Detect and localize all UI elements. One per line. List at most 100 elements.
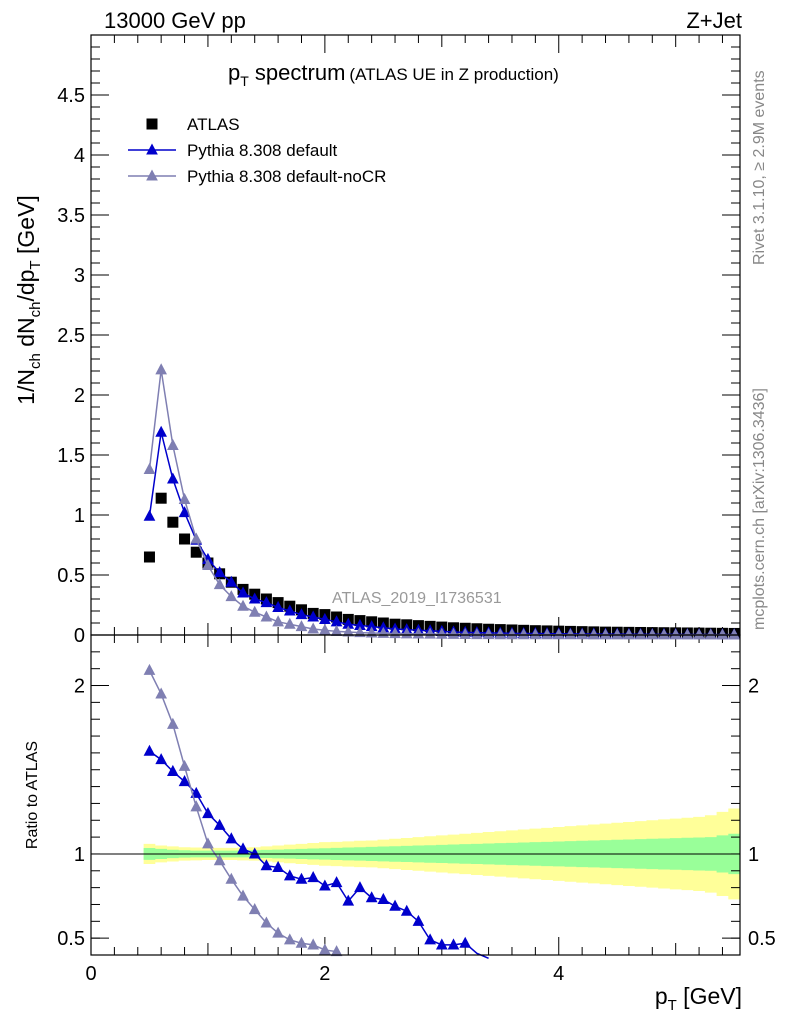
- y-axis-label-sub: T: [27, 260, 44, 269]
- ratio-point: [202, 807, 214, 819]
- x-axis-label-sub: T: [668, 997, 677, 1014]
- x-tick-label: 4: [553, 963, 564, 985]
- ratio-point: [272, 860, 284, 872]
- legend-label: Pythia 8.308 default: [187, 141, 338, 160]
- data-point: [248, 605, 261, 617]
- data-point: [143, 551, 155, 563]
- data-point: [541, 628, 553, 640]
- data-point: [330, 615, 343, 627]
- data-point: [167, 472, 179, 484]
- data-point: [283, 604, 296, 616]
- data-point: [272, 600, 284, 612]
- plot-title-note: (ATLAS UE in Z production): [349, 65, 558, 84]
- data-point: [295, 620, 308, 632]
- data-point: [260, 596, 273, 608]
- ratio-point: [330, 945, 343, 957]
- legend: ATLAS Pythia 8.308 default Pythia 8.308 de…: [128, 115, 386, 186]
- data-point: [623, 628, 635, 640]
- data-point: [517, 628, 530, 640]
- ratio-point: [319, 943, 331, 955]
- ratio-point: [178, 775, 191, 787]
- data-point: [307, 622, 320, 634]
- ratio-y-axis-label: Ratio to ATLAS: [24, 741, 41, 849]
- ratio-point: [295, 936, 308, 948]
- process-label: Z+Jet: [686, 8, 742, 33]
- data-point: [459, 627, 472, 639]
- ratio-tick-label-right: 0.5: [748, 928, 776, 950]
- ratio-tick-label: 1: [74, 844, 85, 866]
- legend-marker: [146, 118, 158, 130]
- mcplots-label: mcplots.cern.ch [arXiv:1306.3436]: [751, 388, 768, 630]
- x-tick-label: 2: [319, 963, 330, 985]
- data-point: [412, 627, 425, 639]
- y-axis-label-sub: ch: [27, 302, 44, 318]
- ratio-point: [143, 744, 156, 756]
- ratio-point: [143, 663, 156, 675]
- ratio-point: [178, 759, 191, 771]
- data-point: [167, 438, 179, 450]
- ratio-point: [213, 854, 226, 866]
- ratio-point: [213, 818, 226, 830]
- y-tick-label: 3: [74, 265, 85, 287]
- data-point: [319, 612, 331, 624]
- data-point: [179, 533, 191, 545]
- ratio-point: [167, 764, 179, 776]
- ratio-point: [225, 832, 238, 844]
- ratio-point: [237, 842, 249, 854]
- data-point: [213, 578, 226, 590]
- data-point: [658, 628, 670, 640]
- data-point: [167, 516, 179, 528]
- data-point: [237, 599, 249, 611]
- ratio-point: [190, 800, 203, 812]
- ratio-point: [260, 916, 273, 928]
- data-point: [599, 628, 612, 640]
- y-axis-label-part: dN: [13, 317, 39, 353]
- ratio-point: [447, 938, 460, 950]
- ratio-point: [330, 876, 343, 888]
- data-point: [342, 625, 355, 637]
- data-point: [190, 532, 203, 544]
- ratio-point: [248, 847, 261, 859]
- data-point: [260, 610, 273, 622]
- data-point: [155, 363, 168, 375]
- y-tick-label: 3.5: [57, 205, 85, 227]
- data-point: [634, 628, 647, 640]
- data-point: [155, 492, 167, 504]
- analysis-watermark: ATLAS_2019_I1736531: [332, 590, 502, 607]
- ratio-point: [248, 903, 261, 915]
- ratio-point: [260, 859, 273, 871]
- ratio-point: [412, 914, 425, 926]
- data-point: [576, 628, 588, 640]
- data-point: [178, 492, 191, 504]
- data-point: [564, 628, 577, 640]
- data-point: [295, 608, 308, 620]
- data-point: [669, 628, 682, 640]
- ratio-point: [354, 881, 366, 893]
- ratio-point: [155, 753, 168, 765]
- ratio-point: [319, 879, 331, 891]
- legend-marker: [146, 169, 158, 181]
- ratio-line: [148, 670, 337, 953]
- data-point: [319, 623, 331, 635]
- x-axis-label: pT [GeV]: [655, 983, 742, 1014]
- ratio-point: [424, 933, 436, 945]
- data-point: [681, 628, 694, 640]
- y-tick-label: 1.5: [57, 445, 85, 467]
- plot-title-main: p: [228, 60, 240, 85]
- data-point: [704, 628, 717, 640]
- ratio-point: [283, 933, 296, 945]
- data-point: [225, 590, 238, 602]
- data-point: [202, 558, 214, 570]
- ratio-point: [202, 837, 214, 849]
- data-point: [587, 628, 600, 640]
- ratio-point: [400, 904, 413, 916]
- data-point: [693, 628, 705, 640]
- ratio-plot-frame: [90, 634, 741, 956]
- data-point: [202, 552, 214, 564]
- data-point: [178, 506, 191, 518]
- data-point: [248, 592, 261, 604]
- ratio-point: [167, 717, 179, 729]
- data-point: [354, 618, 366, 630]
- y-axis-label-part: /dp: [13, 270, 39, 302]
- data-point: [424, 627, 436, 639]
